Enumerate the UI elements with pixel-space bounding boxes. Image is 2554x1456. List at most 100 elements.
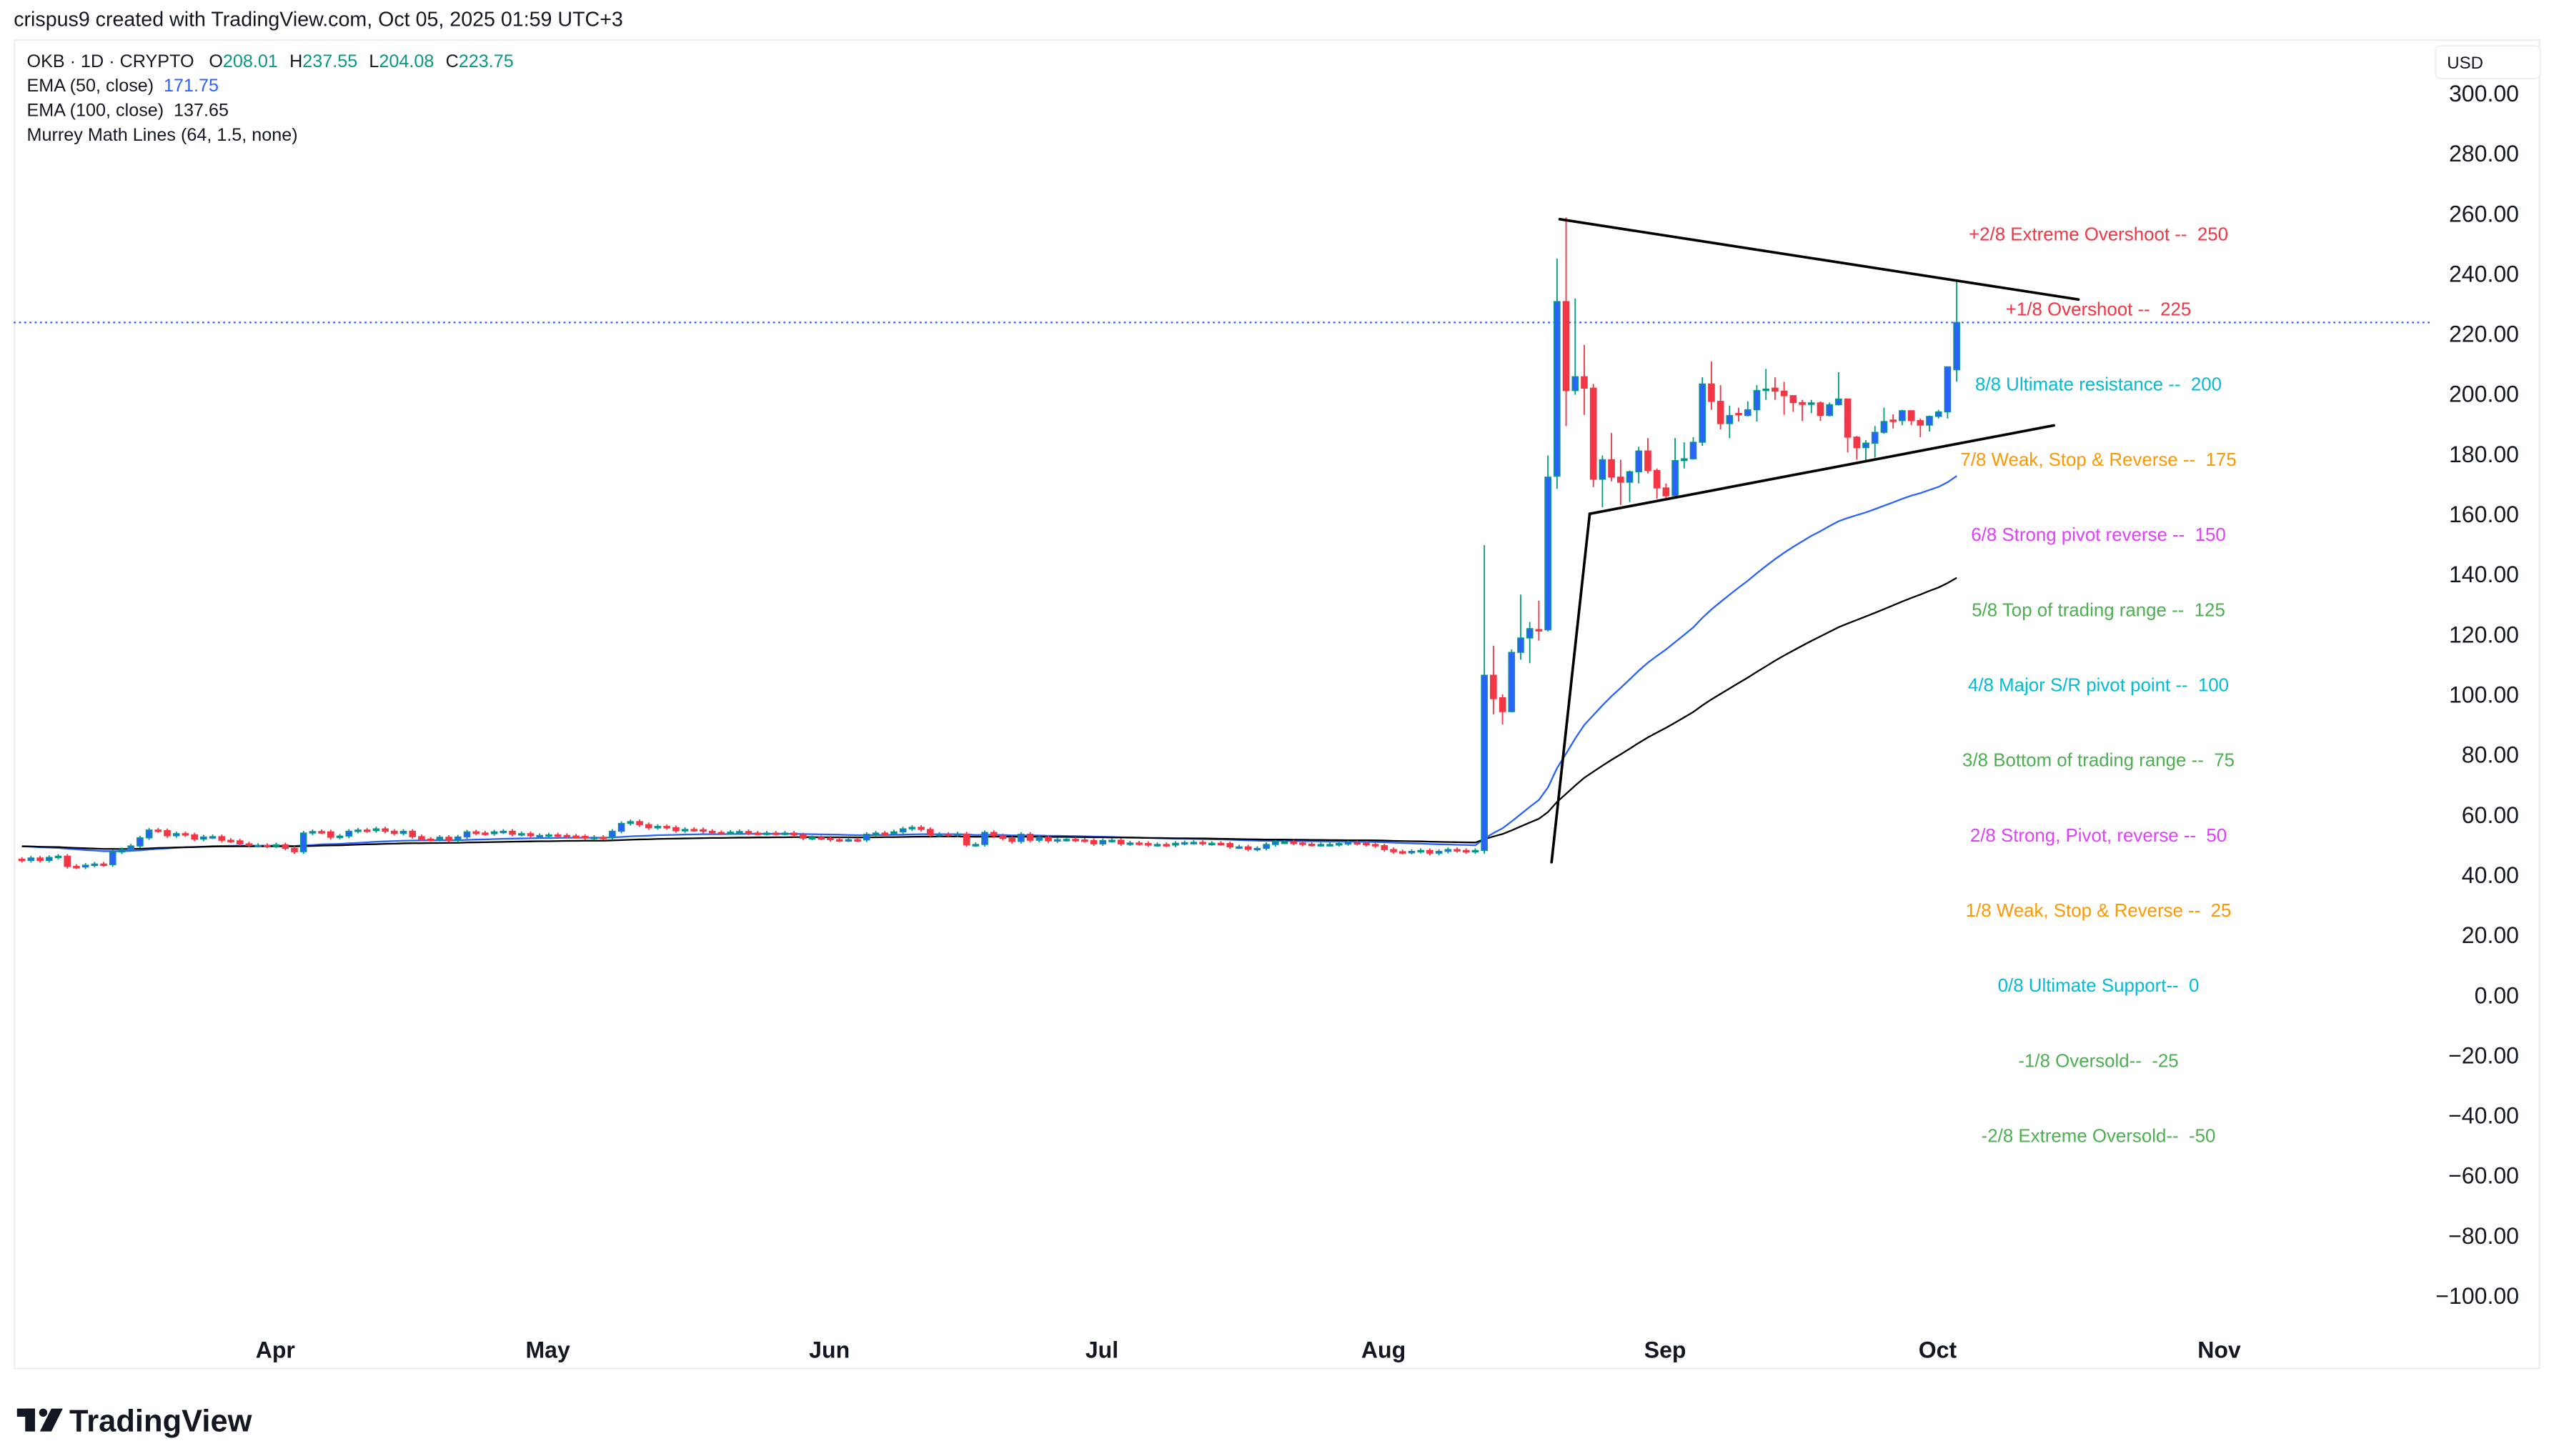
- candle-up[interactable]: [1508, 649, 1516, 713]
- candle-up[interactable]: [345, 829, 353, 839]
- candlestick-series[interactable]: [18, 217, 1960, 869]
- candle-down[interactable]: [1844, 398, 1852, 453]
- candle-down[interactable]: [918, 825, 925, 832]
- candle-down[interactable]: [1072, 837, 1079, 842]
- candle-up[interactable]: [399, 829, 407, 836]
- candle-up[interactable]: [299, 831, 307, 854]
- candle-up[interactable]: [1862, 440, 1869, 462]
- candle-down[interactable]: [291, 846, 298, 854]
- candle-up[interactable]: [1271, 839, 1279, 847]
- candle-up[interactable]: [1899, 409, 1906, 426]
- candle-down[interactable]: [1889, 414, 1897, 429]
- candle-down[interactable]: [636, 819, 643, 827]
- candle-down[interactable]: [1363, 841, 1370, 847]
- candle-up[interactable]: [1526, 622, 1534, 664]
- candle-down[interactable]: [1371, 842, 1379, 848]
- candle-up[interactable]: [127, 844, 134, 852]
- candle-down[interactable]: [227, 838, 234, 843]
- trendline[interactable]: [1550, 512, 1591, 864]
- candle-up[interactable]: [463, 829, 471, 839]
- candle-up[interactable]: [935, 832, 943, 837]
- candle-down[interactable]: [1226, 841, 1234, 849]
- candle-down[interactable]: [182, 831, 189, 837]
- candle-up[interactable]: [1208, 841, 1216, 846]
- candle-up[interactable]: [536, 833, 544, 838]
- candle-up[interactable]: [1253, 846, 1261, 852]
- candle-up[interactable]: [500, 829, 507, 834]
- candle-down[interactable]: [645, 822, 652, 830]
- candle-up[interactable]: [1726, 405, 1734, 439]
- candle-up[interactable]: [1835, 372, 1842, 406]
- candle-down[interactable]: [409, 829, 417, 839]
- candle-up[interactable]: [845, 837, 853, 842]
- candle-up[interactable]: [1871, 426, 1879, 458]
- candle-up[interactable]: [727, 829, 734, 835]
- candle-up[interactable]: [890, 829, 898, 836]
- candle-up[interactable]: [118, 847, 126, 854]
- candle-up[interactable]: [609, 829, 616, 840]
- candle-down[interactable]: [64, 854, 71, 869]
- candle-down[interactable]: [1772, 377, 1779, 400]
- candle-up[interactable]: [1680, 442, 1688, 469]
- candle-up[interactable]: [1481, 544, 1488, 854]
- candle-up[interactable]: [872, 831, 880, 837]
- candle-down[interactable]: [236, 839, 244, 847]
- candle-up[interactable]: [145, 827, 153, 840]
- candle-up[interactable]: [1190, 840, 1198, 845]
- candle-up[interactable]: [200, 834, 207, 842]
- candle-down[interactable]: [1462, 848, 1470, 854]
- candle-up[interactable]: [1281, 839, 1288, 844]
- candle-up[interactable]: [91, 862, 99, 867]
- candle-down[interactable]: [1299, 840, 1306, 847]
- candle-down[interactable]: [881, 831, 889, 836]
- candle-up[interactable]: [1517, 594, 1524, 660]
- trendline[interactable]: [1588, 424, 2055, 516]
- candle-up[interactable]: [1035, 834, 1043, 843]
- candle-up[interactable]: [1953, 281, 1960, 382]
- candle-up[interactable]: [1108, 838, 1115, 843]
- candle-down[interactable]: [835, 837, 843, 842]
- candle-up[interactable]: [1153, 842, 1161, 847]
- candle-up[interactable]: [1063, 837, 1070, 842]
- candle-down[interactable]: [1853, 436, 1861, 460]
- candle-up[interactable]: [954, 832, 961, 837]
- tradingview-logo[interactable]: TradingView: [16, 1405, 252, 1439]
- candle-down[interactable]: [1426, 848, 1433, 856]
- candle-up[interactable]: [27, 856, 35, 863]
- candle-down[interactable]: [926, 827, 934, 837]
- candle-up[interactable]: [490, 829, 498, 836]
- candle-down[interactable]: [1653, 468, 1661, 499]
- candle-down[interactable]: [1045, 834, 1052, 843]
- candle-up[interactable]: [1571, 298, 1579, 395]
- candle-down[interactable]: [999, 833, 1007, 841]
- candle-down[interactable]: [509, 829, 516, 837]
- candle-down[interactable]: [600, 834, 607, 840]
- candle-up[interactable]: [1236, 844, 1243, 849]
- candle-down[interactable]: [572, 834, 580, 839]
- candle-up[interactable]: [1599, 455, 1606, 507]
- candle-down[interactable]: [581, 834, 589, 840]
- candle-down[interactable]: [1163, 842, 1171, 847]
- candle-down[interactable]: [1398, 849, 1406, 854]
- candle-down[interactable]: [663, 824, 670, 830]
- candle-down[interactable]: [445, 834, 452, 843]
- candle-up[interactable]: [336, 834, 344, 839]
- candle-down[interactable]: [1499, 694, 1506, 725]
- candle-up[interactable]: [863, 832, 870, 842]
- candle-down[interactable]: [1026, 832, 1034, 843]
- candle-down[interactable]: [1581, 344, 1588, 415]
- candle-down[interactable]: [963, 832, 970, 847]
- candle-down[interactable]: [700, 827, 707, 834]
- candle-up[interactable]: [272, 842, 280, 849]
- candle-down[interactable]: [1199, 840, 1206, 846]
- candle-up[interactable]: [1744, 401, 1751, 417]
- candle-up[interactable]: [908, 825, 916, 832]
- candle-up[interactable]: [545, 832, 552, 838]
- candle-up[interactable]: [1317, 842, 1325, 847]
- candle-up[interactable]: [1944, 366, 1952, 419]
- candle-up[interactable]: [681, 827, 689, 833]
- candle-up[interactable]: [254, 843, 262, 848]
- candle-down[interactable]: [1817, 401, 1824, 422]
- candle-down[interactable]: [382, 827, 389, 834]
- candle-down[interactable]: [754, 831, 762, 836]
